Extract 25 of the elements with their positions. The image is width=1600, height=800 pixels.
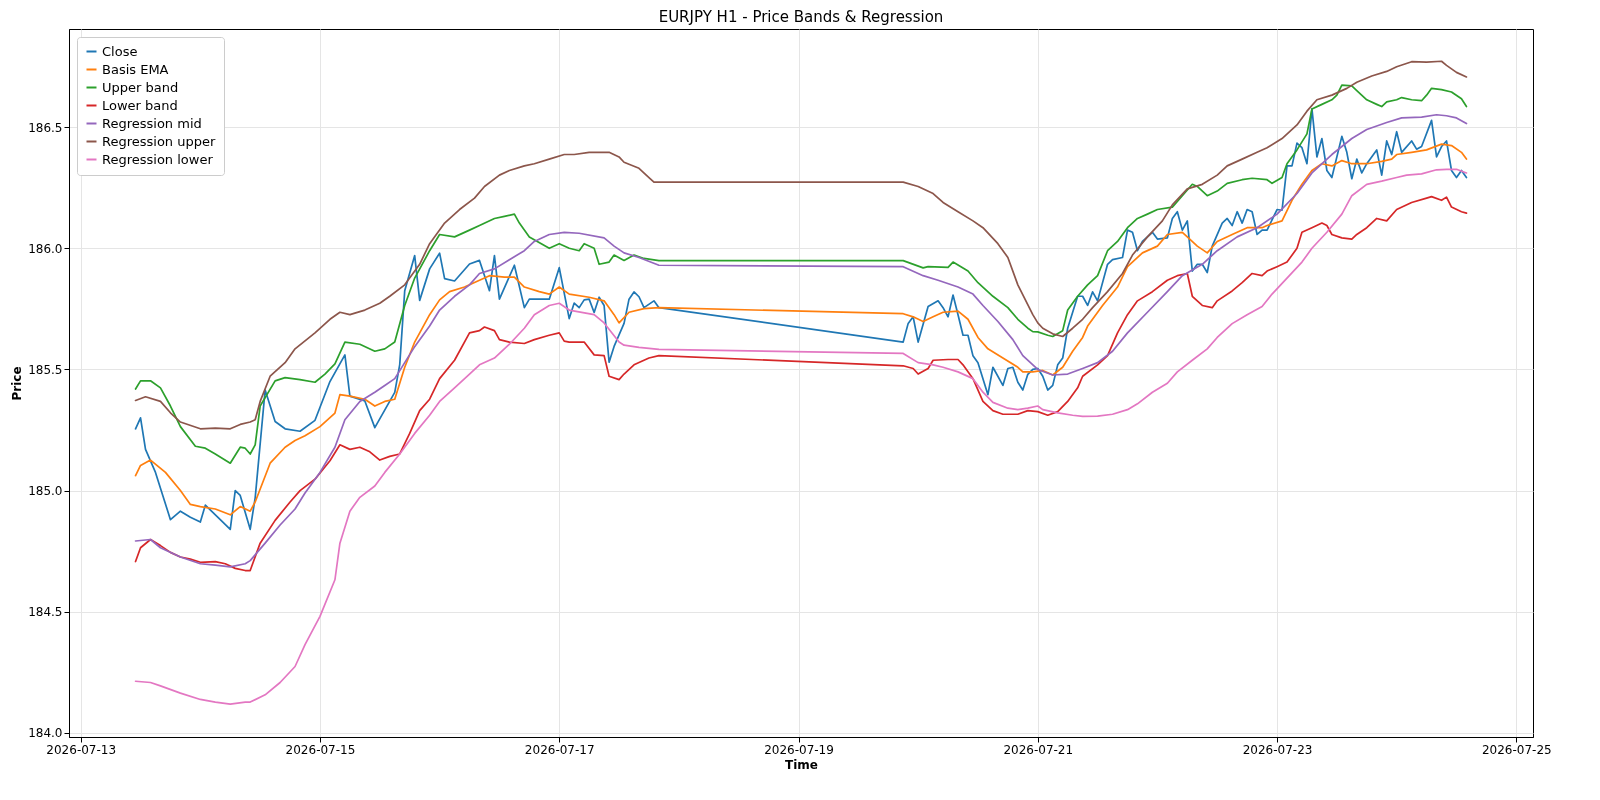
legend-label: Regression mid xyxy=(102,115,202,131)
y-tick-label: 185.5 xyxy=(28,362,63,377)
x-tick-label: 2026-07-25 xyxy=(1481,742,1552,757)
x-tick-label: 2026-07-17 xyxy=(524,742,595,757)
legend-label: Regression lower xyxy=(102,151,214,167)
x-tick-label: 2026-07-23 xyxy=(1242,742,1313,757)
y-tick-label: 186.5 xyxy=(28,120,63,135)
line-series xyxy=(134,195,1468,572)
line-series xyxy=(134,168,1468,705)
x-tick-label: 2026-07-21 xyxy=(1003,742,1074,757)
legend-label: Regression upper xyxy=(102,133,216,149)
x-tick-label: 2026-07-15 xyxy=(285,742,356,757)
y-tick-label: 185.0 xyxy=(28,484,63,499)
x-axis-title: Time xyxy=(785,757,818,772)
y-tick-label: 184.5 xyxy=(28,605,63,620)
legend-label: Basis EMA xyxy=(102,61,169,77)
x-tick-label: 2026-07-13 xyxy=(46,742,117,757)
y-tick-label: 184.0 xyxy=(28,726,63,741)
legend-label: Lower band xyxy=(102,97,178,113)
chart-title: EURJPY H1 - Price Bands & Regression xyxy=(658,8,944,26)
legend-label: Close xyxy=(102,43,138,59)
y-tick-label: 186.0 xyxy=(28,241,63,256)
x-tick-label: 2026-07-19 xyxy=(764,742,834,757)
y-axis-title: Price xyxy=(10,366,25,401)
legend-label: Upper band xyxy=(102,79,179,95)
